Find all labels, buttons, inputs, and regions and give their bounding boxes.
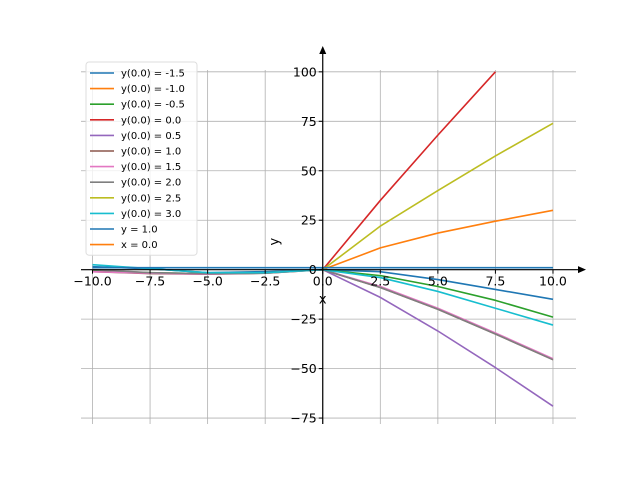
x-tick-label: 7.5 bbox=[485, 274, 505, 289]
legend-entry-label: y = 1.0 bbox=[121, 225, 158, 236]
y-tick-label: 50 bbox=[301, 163, 317, 178]
y-tick-label: −75 bbox=[290, 411, 316, 426]
ticks: −10.0 −7.5 −5.0 −2.5 0.0 2.5 5.0 7.5 10.0 −75 −50 −… bbox=[73, 64, 567, 425]
y-tick-label: 25 bbox=[301, 213, 317, 228]
legend-box bbox=[85, 61, 198, 256]
legend-entry-label: x = 0.0 bbox=[121, 240, 158, 251]
legend-entry-label: y(0.0) = -0.5 bbox=[121, 100, 185, 111]
x-axis-arrow-icon bbox=[578, 266, 586, 274]
x-tick-label: 5.0 bbox=[428, 274, 448, 289]
y-axis-arrow-icon bbox=[319, 46, 327, 54]
x-tick-label: −5.0 bbox=[192, 274, 222, 289]
x-tick-label: 2.5 bbox=[370, 274, 390, 289]
series-line-3 bbox=[322, 71, 497, 271]
series-line-1 bbox=[322, 209, 554, 271]
x-tick-label: −7.5 bbox=[135, 274, 165, 289]
legend-entry-label: y(0.0) = 1.0 bbox=[121, 147, 181, 158]
legend-entry-label: y(0.0) = -1.5 bbox=[121, 69, 185, 80]
axes: x y bbox=[81, 46, 586, 424]
series-line-4 bbox=[322, 268, 554, 407]
legend-entry-label: y(0.0) = -1.0 bbox=[121, 84, 185, 95]
y-axis-label: y bbox=[268, 238, 283, 246]
legend-entry-label: y(0.0) = 1.5 bbox=[121, 162, 181, 173]
y-tick-label: 75 bbox=[301, 114, 317, 129]
x-tick-label: 0.0 bbox=[313, 274, 333, 289]
x-tick-label: −2.5 bbox=[250, 274, 280, 289]
legend-entry-label: y(0.0) = 0.5 bbox=[121, 131, 181, 142]
series-line-8 bbox=[322, 122, 554, 271]
legend-entry-label: y(0.0) = 0.0 bbox=[121, 115, 181, 126]
y-tick-label: 100 bbox=[293, 64, 317, 79]
x-tick-label: −10.0 bbox=[73, 274, 111, 289]
y-tick-label: −25 bbox=[290, 312, 316, 327]
legend-entry-label: y(0.0) = 2.0 bbox=[121, 178, 181, 189]
x-axis-label: x bbox=[319, 293, 327, 308]
legend-entry-label: y(0.0) = 3.0 bbox=[121, 209, 181, 220]
y-tick-label: −50 bbox=[290, 361, 316, 376]
legend-entry-label: y(0.0) = 2.5 bbox=[121, 193, 181, 204]
y-tick-label: 0 bbox=[309, 262, 317, 277]
x-tick-label: 10.0 bbox=[539, 274, 567, 289]
legend: y(0.0) = -1.5 y(0.0) = -1.0 y(0.0) = -0.5 y… bbox=[85, 61, 198, 256]
